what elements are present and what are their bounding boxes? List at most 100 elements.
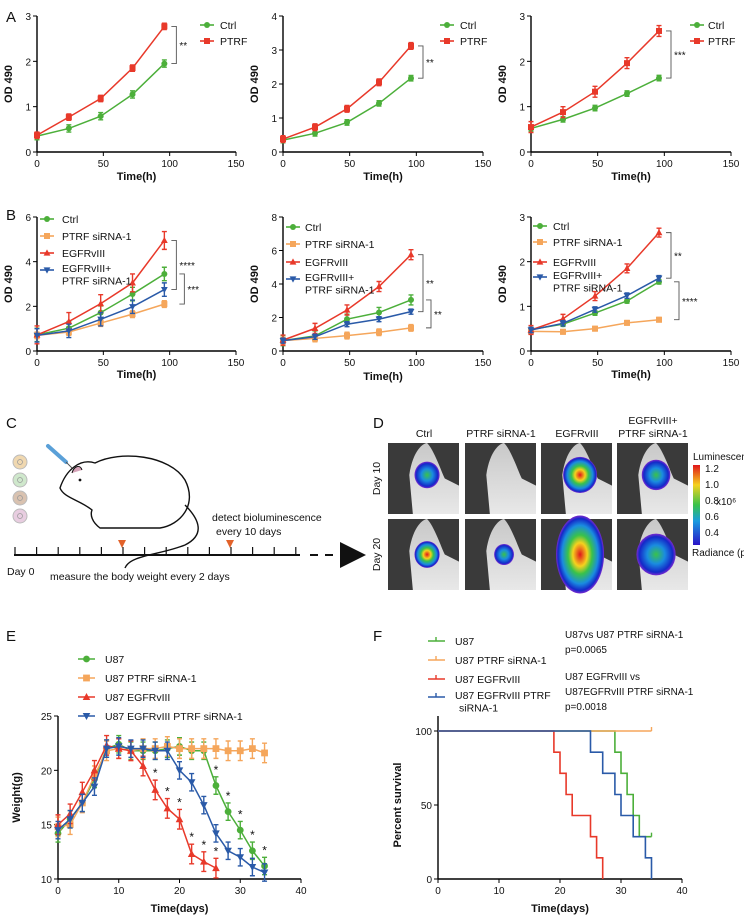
x-tick-label: 0 [34, 159, 40, 170]
significance-bracket [418, 45, 424, 79]
data-point [97, 316, 105, 323]
y-tick-label: 2 [519, 57, 525, 68]
data-point [408, 324, 414, 331]
legend-label: EGFRvIII [62, 248, 105, 260]
data-point [90, 783, 99, 791]
legend-label: PTRF siRNA-1 [62, 231, 132, 243]
statistics-annotation: p=0.0018 [565, 702, 607, 713]
y-axis-label: OD 490 [497, 265, 509, 303]
data-point [236, 747, 244, 755]
data-point [236, 826, 244, 834]
x-axis-label: Time(days) [151, 903, 209, 915]
x-tick-label: 40 [295, 886, 307, 897]
significance-bracket [666, 30, 672, 79]
data-point [200, 745, 208, 752]
data-point [408, 42, 414, 49]
y-tick-label: 3 [519, 12, 525, 23]
chart-panel-b-5: 0 50 100 150 0 1 2 3 Time(h) OD 490 Ctrl PTRF siRNA… [497, 213, 740, 381]
data-point [97, 95, 104, 102]
mouse-photo [486, 443, 536, 514]
significance-label: **** [682, 297, 698, 308]
y-tick-label: 2 [271, 80, 277, 91]
x-tick-label: 0 [280, 159, 286, 170]
data-point [129, 65, 136, 72]
data-point [279, 338, 287, 345]
mouse-illustration [59, 455, 191, 529]
data-point [65, 317, 73, 325]
data-point [559, 320, 567, 327]
legend-marker [290, 224, 296, 230]
y-axis-label: OD 490 [3, 65, 15, 103]
data-point [623, 264, 631, 271]
x-tick-label: 10 [493, 886, 505, 897]
legend-marker [82, 713, 91, 720]
data-point [624, 297, 630, 304]
legend-label: U87 EGFRvIII PTRF siRNA-1 [105, 711, 243, 723]
significance-star: * [214, 844, 219, 858]
bioluminescence-image [388, 519, 459, 590]
significance-label: ** [426, 279, 434, 290]
series-ctrl [34, 59, 168, 141]
data-point [102, 745, 111, 753]
series-ptrf [528, 24, 662, 134]
legend-marker [44, 233, 50, 239]
data-point [161, 23, 168, 30]
column-header: PTRF siRNA-1 [618, 428, 688, 440]
y-tick-label: 4 [25, 258, 31, 269]
significance-bracket [666, 232, 672, 279]
data-point [224, 808, 232, 816]
cell-dish-inner [17, 459, 23, 465]
y-tick-label: 6 [25, 213, 31, 224]
data-point [139, 761, 147, 769]
data-point [624, 319, 630, 326]
series-u87-egfrviii-ptrf-sirna-1 [438, 730, 653, 879]
legend-label: EGFRvIII [305, 257, 348, 269]
series-line [57, 745, 265, 828]
y-axis-label: Weight(g) [11, 772, 23, 823]
data-point [591, 292, 599, 299]
imaging-marker-icon [226, 540, 234, 548]
y-tick-label: 6 [271, 247, 277, 258]
significance-star: * [262, 843, 267, 857]
cell-dish-icon [12, 472, 28, 488]
x-tick-label: 50 [98, 358, 110, 369]
series-egfrviii-ptrf-sirna-1 [279, 308, 415, 345]
data-point [151, 747, 159, 755]
data-point [212, 830, 220, 838]
x-tick-label: 150 [475, 159, 492, 170]
detect-text: every 10 days [216, 526, 281, 538]
x-tick-label: 100 [656, 159, 673, 170]
legend-label: PTRF [220, 36, 247, 48]
data-point [127, 745, 135, 753]
significance-star: * [177, 795, 182, 809]
data-point [407, 309, 415, 316]
series-ctrl [528, 74, 662, 132]
chart-panel-f-7: 0 10 20 30 40 0 50 100 Time(days) Percent surviva… [392, 630, 694, 915]
legend-marker [694, 38, 700, 44]
series-u87: * * * * * [54, 734, 268, 876]
data-point [175, 767, 184, 775]
significance-label: *** [187, 285, 199, 296]
x-axis-label: Time(days) [531, 903, 589, 915]
colorbar-tick: 1.2 [705, 464, 719, 475]
y-tick-label: 0 [25, 148, 31, 159]
y-tick-label: 8 [271, 213, 277, 224]
chart-panel-e-6: 0 10 20 30 4010152025Time(days)Weight(g)****… [11, 654, 307, 915]
data-point [129, 304, 136, 311]
column-header: EGFRvIII [555, 428, 598, 440]
y-tick-label: 15 [41, 821, 53, 832]
y-tick-label: 10 [41, 875, 53, 886]
significance-star: * [201, 838, 206, 852]
data-point [54, 827, 62, 835]
data-point [376, 329, 382, 336]
panel-letters: A B C D E F [6, 9, 384, 645]
legend-label: U87 EGFRvIII PTRF siRNA-1 [455, 690, 551, 715]
data-point [161, 301, 168, 308]
data-point [161, 60, 168, 67]
data-point [343, 306, 351, 313]
y-axis-label: OD 490 [3, 265, 15, 303]
cell-dish-inner [17, 513, 23, 519]
x-tick-label: 30 [615, 886, 627, 897]
x-tick-label: 20 [174, 886, 186, 897]
significance-star: * [214, 763, 219, 777]
